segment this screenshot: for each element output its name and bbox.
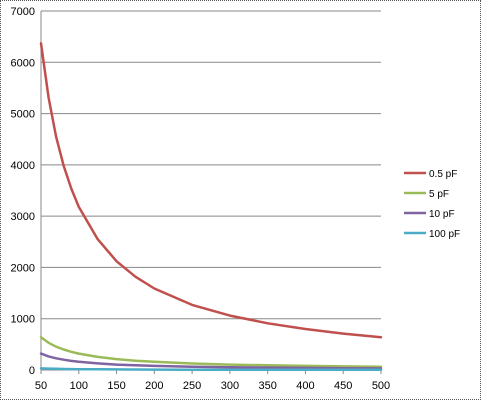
series-line-10-pf bbox=[39, 352, 383, 370]
series-line-100-pf bbox=[39, 367, 383, 372]
y-tick-label: 5000 bbox=[11, 109, 35, 121]
x-tick-label: 300 bbox=[221, 380, 239, 392]
y-tick-label: 1000 bbox=[11, 314, 35, 326]
x-tick-label: 150 bbox=[107, 380, 125, 392]
legend-label-0-5-pf: 0.5 pF bbox=[429, 169, 457, 180]
legend-label-10-pf: 10 pF bbox=[429, 209, 455, 220]
x-tick-label: 250 bbox=[183, 380, 201, 392]
series-line-0-5-pf bbox=[39, 42, 383, 339]
x-tick-label: 200 bbox=[145, 380, 163, 392]
x-tick-label: 50 bbox=[35, 380, 47, 392]
y-tick-label: 4000 bbox=[11, 160, 35, 172]
x-tick-label: 500 bbox=[372, 380, 390, 392]
x-tick-label: 350 bbox=[258, 380, 276, 392]
y-tick-label: 2000 bbox=[11, 262, 35, 274]
y-tick-label: 0 bbox=[29, 365, 35, 377]
x-tick-label: 100 bbox=[70, 380, 88, 392]
y-tick-label: 6000 bbox=[11, 57, 35, 69]
x-tick-label: 400 bbox=[296, 380, 314, 392]
legend-label-100-pf: 100 pF bbox=[429, 229, 460, 240]
legend-label-5-pf: 5 pF bbox=[429, 189, 449, 200]
y-tick-label: 3000 bbox=[11, 211, 35, 223]
series-line-5-pf bbox=[39, 335, 383, 368]
y-tick-label: 7000 bbox=[11, 6, 35, 18]
x-tick-label: 450 bbox=[334, 380, 352, 392]
